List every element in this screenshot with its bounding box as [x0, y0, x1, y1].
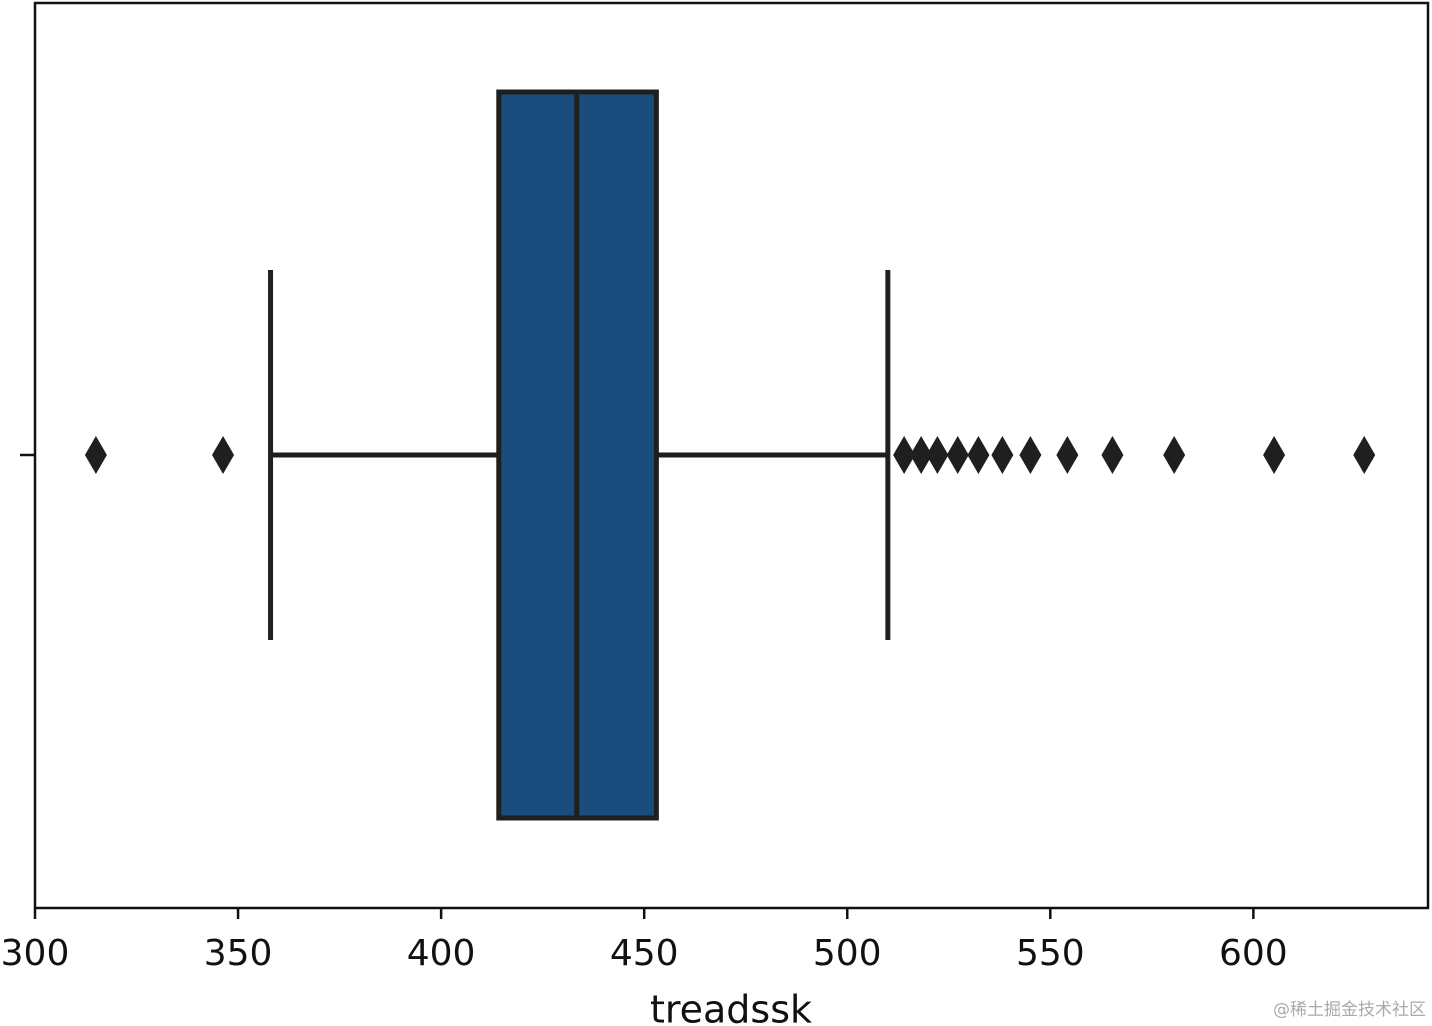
- outlier: [84, 436, 107, 474]
- watermark: @稀土掘金技术社区: [1273, 1000, 1426, 1020]
- outlier: [926, 436, 949, 474]
- outlier: [946, 436, 969, 474]
- outlier: [1019, 436, 1042, 474]
- x-tick-label: 550: [1016, 933, 1085, 974]
- outlier: [1056, 436, 1079, 474]
- outlier: [1101, 436, 1124, 474]
- outlier: [1163, 436, 1186, 474]
- outlier: [967, 436, 990, 474]
- x-tick-label: 450: [610, 933, 679, 974]
- outlier: [212, 436, 235, 474]
- outlier: [991, 436, 1014, 474]
- outlier: [1263, 436, 1286, 474]
- outlier: [910, 436, 933, 474]
- x-tick-label: 400: [407, 933, 476, 974]
- x-tick-label: 350: [204, 933, 273, 974]
- outlier: [1353, 436, 1376, 474]
- x-tick-label: 600: [1219, 933, 1288, 974]
- x-axis-label: treadssk: [650, 988, 812, 1026]
- x-tick-label: 300: [1, 933, 70, 974]
- outlier: [893, 436, 916, 474]
- x-tick-label: 500: [813, 933, 882, 974]
